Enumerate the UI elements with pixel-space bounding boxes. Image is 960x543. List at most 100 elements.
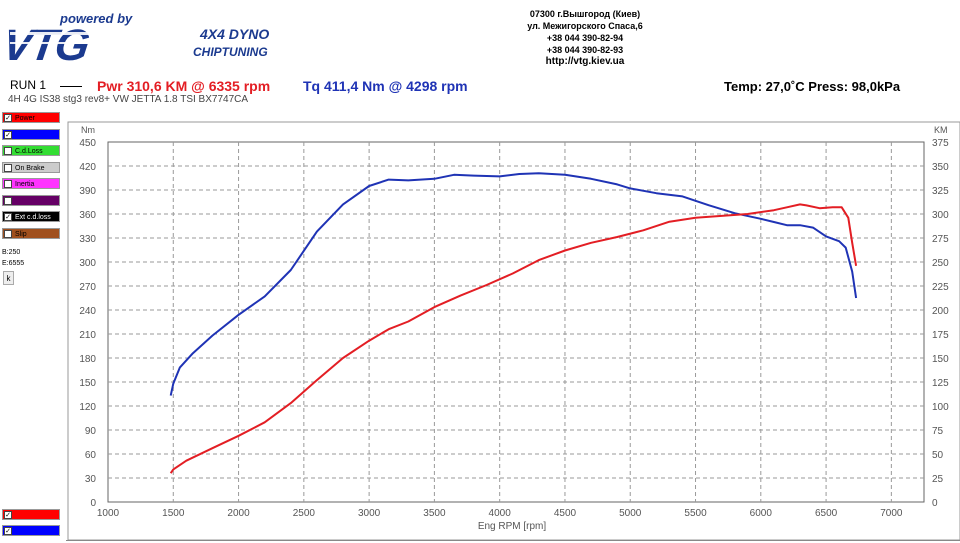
brand-subtitle: CHIPTUNING <box>193 45 268 59</box>
y-right-tick-label: 225 <box>932 282 949 293</box>
bottom-divider <box>66 540 960 541</box>
y-left-tick-label: 300 <box>79 258 96 269</box>
run-description: 4H 4G IS38 stg3 rev8+ VW JETTA 1.8 TSI B… <box>8 94 249 105</box>
run-label: RUN 1 <box>10 78 47 92</box>
y-left-tick-label: 0 <box>90 498 96 509</box>
legend-item-c-d-loss[interactable]: C.d.Loss <box>2 145 60 156</box>
legend-item-tq[interactable]: ✓ Tq <box>2 128 60 140</box>
conditions-text: Temp: 27,0˚C Press: 98,0kPa <box>724 79 901 94</box>
y-right-tick-label: 325 <box>932 186 949 197</box>
y-left-tick-label: 30 <box>85 474 97 485</box>
x-tick-label: 1500 <box>162 508 185 519</box>
x-tick-label: 4000 <box>489 508 512 519</box>
x-tick-label: 3000 <box>358 508 381 519</box>
legend-checkbox[interactable]: ✓ <box>4 213 12 221</box>
torque-summary: Tq 411,4 Nm @ 4298 rpm <box>303 78 468 94</box>
x-tick-label: 2500 <box>293 508 316 519</box>
y-left-tick-label: 390 <box>79 186 96 197</box>
vtg-logo-mark: VTG <box>8 21 188 65</box>
legend-label: MAP <box>15 512 31 519</box>
contact-line: +38 044 390-82-94 <box>546 33 624 43</box>
contact-line: ул. Межигорского Спаса,6 <box>527 21 643 31</box>
y-left-tick-label: 450 <box>79 138 96 149</box>
legend-checkbox[interactable] <box>4 163 12 172</box>
y-left-tick-label: 150 <box>79 378 96 389</box>
legend-checkbox[interactable] <box>4 196 12 205</box>
e-value: E:6555 <box>2 260 25 267</box>
legend-label: On Brake <box>15 164 45 172</box>
x-axis-label: Eng RPM [rpm] <box>478 521 547 532</box>
y-right-tick-label: 200 <box>932 306 949 317</box>
legend-checkbox[interactable]: ✓ <box>4 130 12 139</box>
x-tick-label: 5000 <box>619 508 642 519</box>
legend-label: Ext c.d.loss <box>15 214 51 221</box>
y-right-tick-label: 0 <box>932 498 938 509</box>
legend-label: C.d.Loss <box>15 148 43 155</box>
y-right-tick-label: 100 <box>932 402 949 413</box>
legend-item-map[interactable]: ✓ MAP <box>2 509 60 520</box>
series-line-power <box>169 203 858 474</box>
y-left-axis-label: Nm <box>81 125 95 135</box>
series-line-tq <box>169 172 858 396</box>
y-right-tick-label: 375 <box>932 138 949 149</box>
y-right-tick-label: 150 <box>932 354 949 365</box>
y-left-tick-label: 90 <box>85 426 97 437</box>
legend-item-slip[interactable]: Slip <box>2 227 60 239</box>
y-left-tick-label: 60 <box>85 450 97 461</box>
legend-item-inertia[interactable]: Inertia <box>2 178 60 189</box>
legend-label: Inertia <box>15 181 35 188</box>
power-summary: Pwr 310,6 KM @ 6335 rpm <box>97 78 271 94</box>
y-left-tick-label: 330 <box>79 234 96 245</box>
y-right-tick-label: 125 <box>932 378 949 389</box>
legend-label: Lambda <box>15 528 41 535</box>
legend-item-on-brake[interactable]: On Brake <box>2 161 60 173</box>
legend-item-power[interactable]: ✓ Power <box>2 112 60 123</box>
y-right-tick-label: 300 <box>932 210 949 221</box>
x-tick-label: 6000 <box>750 508 773 519</box>
legend-item-wheel[interactable]: Wheel <box>2 194 60 206</box>
legend-item-ext-c-d-loss[interactable]: ✓ Ext c.d.loss <box>2 211 60 222</box>
y-left-tick-label: 120 <box>79 402 96 413</box>
legend-checkbox[interactable] <box>4 180 12 188</box>
legend-label: Wheel <box>15 197 35 205</box>
legend-checkbox[interactable]: ✓ <box>4 527 12 535</box>
plot-area <box>107 141 925 503</box>
y-left-tick-label: 360 <box>79 210 96 221</box>
legend-label: Power <box>15 115 35 122</box>
y-right-tick-label: 25 <box>932 474 944 485</box>
x-tick-label: 7000 <box>880 508 903 519</box>
y-right-axis-label: KM <box>934 125 948 135</box>
y-left-tick-label: 270 <box>79 282 96 293</box>
y-right-tick-label: 250 <box>932 258 949 269</box>
x-tick-label: 2000 <box>227 508 250 519</box>
y-right-tick-label: 275 <box>932 234 949 245</box>
x-tick-label: 1000 <box>97 508 120 519</box>
y-right-tick-label: 75 <box>932 426 944 437</box>
k-button[interactable]: k <box>3 271 14 285</box>
legend-checkbox[interactable] <box>4 147 12 155</box>
contact-line: 07300 г.Вышгород (Киев) <box>529 9 641 19</box>
y-right-tick-label: 350 <box>932 162 949 173</box>
legend-label: Tq <box>15 131 24 139</box>
y-left-tick-label: 180 <box>79 354 96 365</box>
b-value: B:250 <box>2 249 21 256</box>
contact-block: 07300 г.Вышгород (Киев) ул. Межигорского… <box>470 8 700 68</box>
legend-checkbox[interactable] <box>4 229 12 238</box>
contact-line: +38 044 390-82-93 <box>546 45 624 55</box>
legend-label: Slip <box>15 230 27 238</box>
vtg-logo: powered by VTG <box>8 11 188 65</box>
run-line-sample <box>60 86 82 87</box>
x-tick-label: 5500 <box>684 508 707 519</box>
x-tick-label: 4500 <box>554 508 577 519</box>
legend-checkbox[interactable]: ✓ <box>4 511 12 519</box>
x-tick-label: 6500 <box>815 508 838 519</box>
y-left-tick-label: 240 <box>79 306 96 317</box>
y-right-tick-label: 175 <box>932 330 949 341</box>
y-right-tick-label: 50 <box>932 450 944 461</box>
powered-by-text: powered by <box>59 11 133 26</box>
brand-title: 4X4 DYNO <box>200 26 270 42</box>
legend-checkbox[interactable]: ✓ <box>4 114 12 122</box>
y-left-tick-label: 420 <box>79 162 96 173</box>
legend-item-lambda[interactable]: ✓ Lambda <box>2 525 60 536</box>
